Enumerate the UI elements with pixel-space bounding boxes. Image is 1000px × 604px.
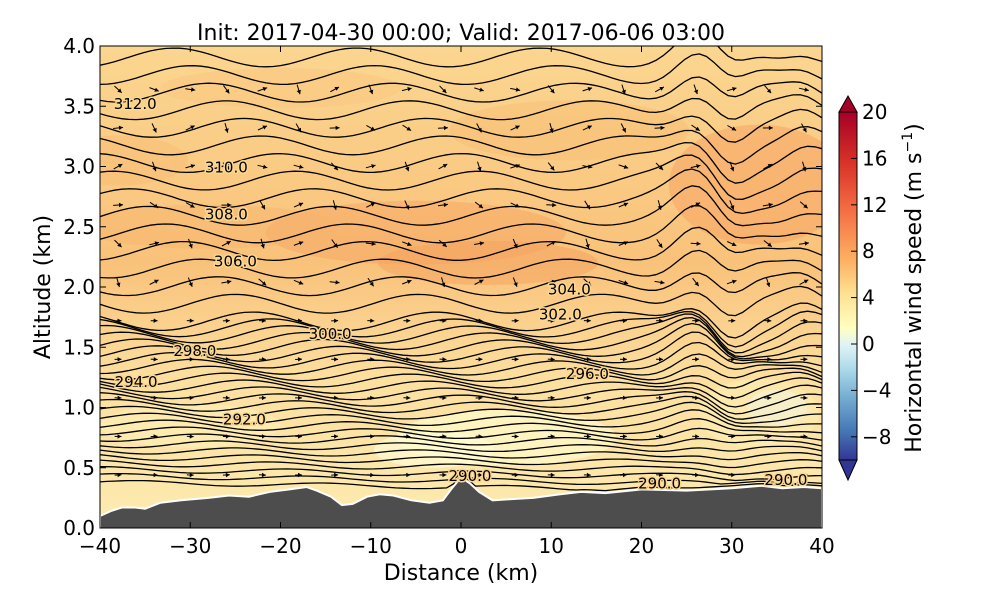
x-tick-label: 40: [809, 534, 834, 558]
chart-title: Init: 2017-04-30 00:00; Valid: 2017-06-0…: [197, 21, 725, 46]
contour-label: 312.0: [114, 95, 157, 113]
contour-label: 302.0: [539, 306, 582, 324]
x-tick-label: 30: [719, 534, 744, 558]
x-tick-label: 10: [539, 534, 564, 558]
colorbar-tick-label: −4: [862, 378, 891, 402]
contour-label: 290.0: [638, 474, 681, 492]
colorbar-body: [839, 112, 857, 460]
y-tick-label: 2.5: [63, 215, 95, 239]
y-tick-label: 3.0: [63, 155, 95, 179]
contour-label: 300.0: [309, 325, 352, 343]
colorbar-label-sup: −1: [900, 132, 916, 153]
y-tick-label: 0.5: [63, 456, 95, 480]
y-tick-label: 3.5: [63, 94, 95, 118]
contour-label: 292.0: [223, 411, 266, 429]
x-tick-label: 0: [455, 534, 468, 558]
x-tick-label: 20: [629, 534, 654, 558]
contour-label: 310.0: [205, 159, 248, 177]
colorbar: −8 −4 0 4 8 12 16 20 Horizontal wind speed (m s…: [839, 96, 927, 480]
x-tick-label: −30: [169, 534, 211, 558]
y-tick-label: 1.5: [63, 335, 95, 359]
x-axis-label: Distance (km): [384, 561, 539, 586]
colorbar-tick-label: 8: [862, 239, 875, 263]
y-tick-label: 1.0: [63, 396, 95, 420]
x-tick-label: −10: [350, 534, 392, 558]
colorbar-label: Horizontal wind speed (m s−1): [900, 123, 927, 453]
x-tick-label: −20: [259, 534, 301, 558]
colorbar-label-main: Horizontal wind speed (m s: [902, 152, 927, 452]
colorbar-tick-label: −8: [862, 425, 891, 449]
contour-label: 290.0: [764, 471, 807, 489]
y-tick-label: 4.0: [63, 34, 95, 58]
contour-label: 304.0: [548, 280, 591, 298]
y-axis-label: Altitude (km): [31, 215, 56, 359]
colorbar-extend-bottom: [839, 460, 857, 480]
contour-label: 290.0: [449, 467, 492, 485]
contour-label: 306.0: [214, 253, 257, 271]
colorbar-tick-label: 12: [862, 193, 887, 217]
colorbar-tick-label: 20: [862, 100, 887, 124]
colorbar-extend-top: [839, 96, 857, 112]
colorbar-tick-label: 16: [862, 146, 887, 170]
contour-label: 308.0: [205, 206, 248, 224]
plot-area: 312.0 310.0 308.0 306.0 304.0 302.0 300.0 298.0…: [48, 31, 849, 530]
colorbar-tick-label: 0: [862, 332, 875, 356]
contour-label: 294.0: [115, 373, 158, 391]
colorbar-tick-label: 4: [862, 286, 875, 310]
y-tick-label: 2.0: [63, 275, 95, 299]
contour-label: 298.0: [173, 342, 216, 360]
contour-label: 296.0: [566, 365, 609, 383]
y-tick-label: 0.0: [63, 516, 95, 540]
colorbar-label-end: ): [902, 123, 927, 132]
